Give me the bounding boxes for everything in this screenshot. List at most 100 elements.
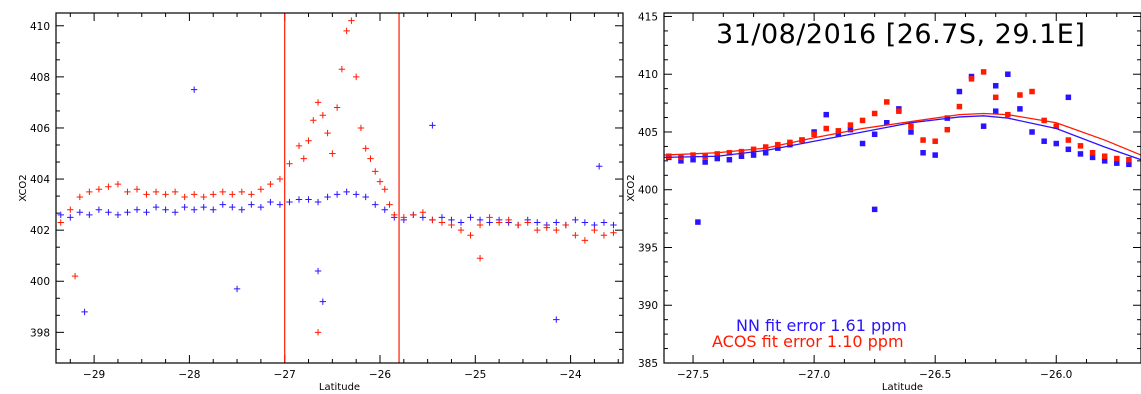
data-point xyxy=(181,193,188,201)
data-point xyxy=(295,196,303,203)
data-point xyxy=(333,191,341,198)
data-point xyxy=(333,104,341,111)
nn-fit-line xyxy=(664,115,1141,161)
data-point xyxy=(267,180,274,188)
data-point xyxy=(738,153,745,159)
x-tick-label: −27 xyxy=(274,369,296,381)
data-point xyxy=(200,193,207,201)
data-point xyxy=(367,155,374,162)
data-point xyxy=(476,255,484,262)
data-point xyxy=(219,201,226,208)
data-point xyxy=(835,131,842,138)
data-point xyxy=(932,138,938,144)
y-tick-label: 402 xyxy=(30,225,50,237)
data-point xyxy=(438,219,446,226)
data-point xyxy=(871,131,878,138)
data-point xyxy=(726,150,733,156)
data-point xyxy=(486,214,493,221)
x-axis-label: Latitude xyxy=(319,382,360,393)
data-point xyxy=(884,99,890,105)
data-point xyxy=(1089,150,1096,156)
data-point xyxy=(319,111,327,119)
data-point xyxy=(76,209,84,216)
x-axis-label: Latitude xyxy=(882,382,923,393)
x-tick-label: −26 xyxy=(369,369,391,381)
data-point xyxy=(847,126,854,133)
data-point xyxy=(200,203,207,211)
data-point xyxy=(859,117,866,124)
x-tick-label: −24 xyxy=(560,369,582,381)
data-point xyxy=(276,201,284,208)
data-point xyxy=(524,219,531,226)
data-point xyxy=(871,206,878,213)
acos-series xyxy=(666,69,1132,163)
data-point xyxy=(1005,71,1011,77)
data-point xyxy=(920,137,926,143)
data-point xyxy=(534,219,541,226)
data-point xyxy=(581,219,589,226)
y-tick-label: 408 xyxy=(30,72,50,84)
data-point xyxy=(71,272,79,280)
data-point xyxy=(362,145,369,152)
y-axis-label: XCO2 xyxy=(18,174,29,201)
data-point xyxy=(229,191,236,198)
data-point xyxy=(980,123,987,129)
data-point xyxy=(956,103,963,110)
data-point xyxy=(57,211,64,219)
plot-frame xyxy=(55,12,624,364)
acos-fit-error-label: ACOS fit error 1.10 ppm xyxy=(712,332,904,351)
data-point xyxy=(1065,137,1072,143)
data-point xyxy=(233,285,241,293)
data-point xyxy=(956,88,963,95)
data-point xyxy=(1101,153,1108,159)
data-point xyxy=(114,180,122,188)
data-point xyxy=(124,209,131,216)
y-axis-label: XCO2 xyxy=(626,174,637,201)
data-point xyxy=(543,224,550,231)
data-point xyxy=(95,206,103,213)
acos-series xyxy=(57,17,617,336)
data-point xyxy=(238,188,246,196)
chart-title: 31/08/2016 [26.7S, 29.1E] xyxy=(716,19,1085,50)
data-point xyxy=(859,140,866,147)
data-point xyxy=(678,158,684,164)
data-point xyxy=(171,209,179,216)
y-tick-label: 400 xyxy=(30,276,50,288)
nn-fit-error-label: NN fit error 1.61 ppm xyxy=(736,316,907,335)
data-point xyxy=(553,226,560,234)
data-point xyxy=(429,216,436,224)
y-tick-label: 398 xyxy=(30,327,50,339)
data-point xyxy=(343,27,350,35)
data-point xyxy=(190,206,198,213)
data-point xyxy=(811,131,817,138)
data-point xyxy=(457,226,465,234)
y-tick-label: 410 xyxy=(30,21,50,33)
data-point xyxy=(114,211,122,219)
data-point xyxy=(319,298,327,305)
data-point xyxy=(338,66,346,73)
data-point xyxy=(324,193,331,201)
data-point xyxy=(871,110,878,117)
data-point xyxy=(992,94,999,101)
data-point xyxy=(1041,138,1047,144)
data-point xyxy=(386,201,393,208)
data-point xyxy=(457,219,465,226)
data-point xyxy=(286,160,293,167)
data-point xyxy=(314,198,322,206)
y-tick-label: 395 xyxy=(638,242,658,254)
x-tick-label: −25 xyxy=(464,369,486,381)
data-point xyxy=(352,73,360,81)
data-point xyxy=(171,188,179,196)
data-point xyxy=(310,117,317,124)
data-point xyxy=(467,232,474,239)
nn-series xyxy=(666,71,1132,225)
data-point xyxy=(572,216,579,224)
data-point xyxy=(86,211,93,219)
data-point xyxy=(229,203,236,211)
data-point xyxy=(1089,154,1096,161)
y-tick-label: 405 xyxy=(638,127,658,139)
data-point xyxy=(105,209,112,216)
plot-data-area xyxy=(664,69,1141,225)
data-point xyxy=(823,125,829,132)
data-point xyxy=(896,108,902,114)
